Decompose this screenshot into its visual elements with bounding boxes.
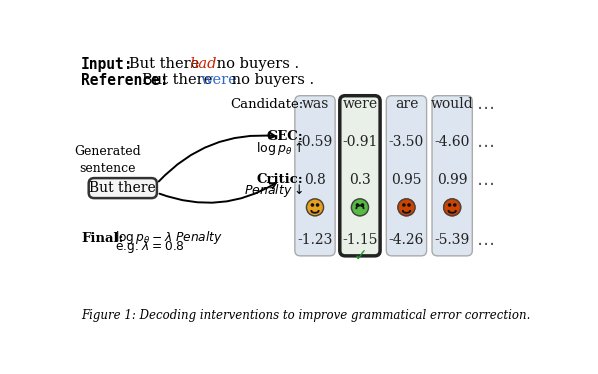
- Text: 0.95: 0.95: [391, 173, 422, 187]
- Circle shape: [448, 204, 451, 206]
- Text: ✓: ✓: [353, 247, 367, 265]
- Text: -4.26: -4.26: [389, 233, 424, 247]
- Circle shape: [356, 204, 358, 206]
- Text: no buyers .: no buyers .: [227, 73, 314, 87]
- Circle shape: [398, 199, 415, 216]
- Text: $\log p_\theta$$\uparrow$: $\log p_\theta$$\uparrow$: [257, 140, 303, 157]
- Text: But there: But there: [90, 181, 156, 195]
- Text: -1.15: -1.15: [342, 233, 378, 247]
- Text: -0.59: -0.59: [297, 135, 332, 149]
- Text: e.g. $\lambda = 0.8$: e.g. $\lambda = 0.8$: [115, 239, 185, 255]
- Text: -3.50: -3.50: [389, 135, 424, 149]
- Text: But there: But there: [142, 73, 217, 87]
- Text: Generated
sentence: Generated sentence: [74, 145, 141, 175]
- Text: Critic:: Critic:: [257, 173, 303, 186]
- Text: no buyers .: no buyers .: [212, 57, 299, 71]
- Text: Candidate:: Candidate:: [230, 98, 303, 111]
- Text: Reference:: Reference:: [81, 73, 169, 88]
- Text: were: were: [343, 97, 377, 111]
- Circle shape: [403, 204, 405, 206]
- FancyBboxPatch shape: [340, 96, 380, 256]
- Circle shape: [454, 204, 456, 206]
- Circle shape: [312, 204, 313, 206]
- FancyBboxPatch shape: [386, 96, 426, 256]
- Text: Input:: Input:: [81, 57, 133, 72]
- Text: …: …: [477, 95, 495, 113]
- Text: GEC:: GEC:: [267, 130, 303, 143]
- Text: are: are: [395, 97, 418, 111]
- Text: …: …: [477, 133, 495, 151]
- FancyBboxPatch shape: [89, 178, 157, 198]
- Text: 0.99: 0.99: [437, 173, 468, 187]
- Text: …: …: [477, 231, 495, 249]
- Circle shape: [361, 204, 364, 206]
- FancyBboxPatch shape: [295, 96, 335, 256]
- Text: $\mathit{Penalty}$$\downarrow$: $\mathit{Penalty}$$\downarrow$: [245, 182, 303, 199]
- Text: would: would: [431, 97, 474, 111]
- Text: were: were: [201, 73, 238, 87]
- Text: Figure 1: Decoding interventions to improve grammatical error correction.: Figure 1: Decoding interventions to impr…: [81, 309, 530, 322]
- FancyBboxPatch shape: [432, 96, 472, 256]
- Circle shape: [444, 199, 460, 216]
- Circle shape: [408, 204, 410, 206]
- Text: But there: But there: [129, 57, 204, 71]
- Circle shape: [352, 199, 368, 216]
- Text: -4.60: -4.60: [435, 135, 470, 149]
- Text: $\log p_\theta - \lambda\ \mathit{Penalty}$: $\log p_\theta - \lambda\ \mathit{Penalt…: [115, 229, 223, 246]
- Text: Final:: Final:: [81, 232, 123, 245]
- Text: 0.3: 0.3: [349, 173, 371, 187]
- Text: -0.91: -0.91: [342, 135, 378, 149]
- Circle shape: [316, 204, 319, 206]
- Text: -5.39: -5.39: [435, 233, 470, 247]
- Text: -1.23: -1.23: [297, 233, 332, 247]
- Text: …: …: [477, 171, 495, 188]
- Text: was: was: [301, 97, 329, 111]
- Text: had: had: [190, 57, 217, 71]
- Circle shape: [307, 199, 324, 216]
- Text: 0.8: 0.8: [304, 173, 326, 187]
